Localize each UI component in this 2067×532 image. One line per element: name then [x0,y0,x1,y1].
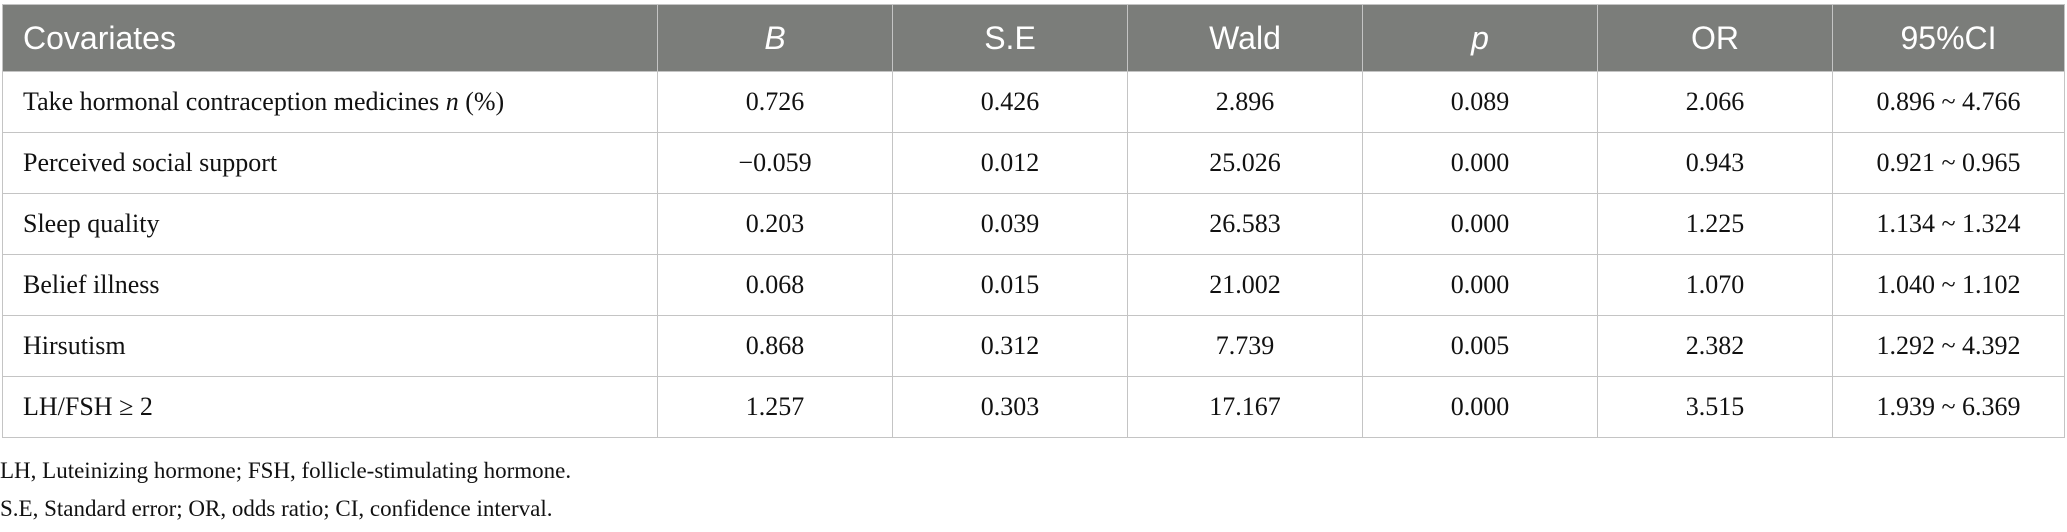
cell-b: 1.257 [657,376,893,438]
cell-se: 0.012 [892,132,1128,194]
cell-se: 0.312 [892,315,1128,377]
row-label: Sleep quality [2,193,658,255]
row-label-suffix: (%) [458,87,505,116]
row-label: Perceived social support [2,132,658,194]
cell-ci: 1.939 ~ 6.369 [1832,376,2065,438]
header-or: OR [1597,4,1833,72]
table-row: Sleep quality 0.203 0.039 26.583 0.000 1… [2,193,2065,255]
row-label: LH/FSH ≥ 2 [2,376,658,438]
table-row: Belief illness 0.068 0.015 21.002 0.000 … [2,254,2065,316]
header-ci: 95%CI [1832,4,2065,72]
covariates-table: Covariates B S.E Wald p OR 95%CI Take ho… [2,4,2065,438]
cell-b: 0.068 [657,254,893,316]
cell-b: 0.868 [657,315,893,377]
cell-se: 0.303 [892,376,1128,438]
table-row: Take hormonal contraception medicines n … [2,71,2065,133]
table-row: Perceived social support −0.059 0.012 25… [2,132,2065,194]
header-covariates: Covariates [2,4,658,72]
cell-b: −0.059 [657,132,893,194]
cell-p: 0.000 [1362,193,1598,255]
row-label: Take hormonal contraception medicines n … [2,71,658,133]
header-p: p [1362,4,1598,72]
cell-ci: 1.134 ~ 1.324 [1832,193,2065,255]
row-label: Belief illness [2,254,658,316]
header-se: S.E [892,4,1128,72]
header-row: Covariates B S.E Wald p OR 95%CI [2,4,2065,72]
table-row: Hirsutism 0.868 0.312 7.739 0.005 2.382 … [2,315,2065,377]
cell-p: 0.089 [1362,71,1598,133]
table-row: LH/FSH ≥ 2 1.257 0.303 17.167 0.000 3.51… [2,376,2065,438]
row-label-italic: n [445,87,459,116]
cell-ci: 0.921 ~ 0.965 [1832,132,2065,194]
cell-p: 0.000 [1362,254,1598,316]
cell-or: 2.066 [1597,71,1833,133]
cell-ci: 0.896 ~ 4.766 [1832,71,2065,133]
cell-wald: 21.002 [1127,254,1363,316]
cell-se: 0.426 [892,71,1128,133]
row-label: Hirsutism [2,315,658,377]
cell-se: 0.039 [892,193,1128,255]
header-wald: Wald [1127,4,1363,72]
cell-or: 1.070 [1597,254,1833,316]
cell-ci: 1.040 ~ 1.102 [1832,254,2065,316]
table-footnotes: LH, Luteinizing hormone; FSH, follicle-s… [0,452,571,528]
cell-b: 0.203 [657,193,893,255]
footnote-abbreviations-stats: S.E, Standard error; OR, odds ratio; CI,… [0,496,553,521]
cell-p: 0.000 [1362,132,1598,194]
cell-wald: 26.583 [1127,193,1363,255]
cell-wald: 2.896 [1127,71,1363,133]
cell-or: 1.225 [1597,193,1833,255]
cell-wald: 7.739 [1127,315,1363,377]
header-b: B [657,4,893,72]
cell-p: 0.000 [1362,376,1598,438]
cell-b: 0.726 [657,71,893,133]
footnote-abbreviations-hormones: LH, Luteinizing hormone; FSH, follicle-s… [0,458,572,483]
row-label-text: Take hormonal contraception medicines [23,87,446,116]
cell-or: 2.382 [1597,315,1833,377]
cell-p: 0.005 [1362,315,1598,377]
cell-wald: 17.167 [1127,376,1363,438]
cell-wald: 25.026 [1127,132,1363,194]
cell-or: 0.943 [1597,132,1833,194]
cell-or: 3.515 [1597,376,1833,438]
cell-se: 0.015 [892,254,1128,316]
cell-ci: 1.292 ~ 4.392 [1832,315,2065,377]
